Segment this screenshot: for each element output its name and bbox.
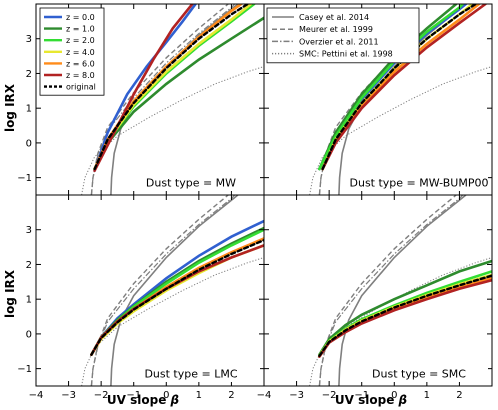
series-line-z-6	[318, 277, 492, 358]
panel-label: Dust type = MW-BUMP00	[350, 177, 489, 190]
legend-entry: Casey et al. 2014	[299, 13, 369, 22]
reference-line-casey	[338, 195, 467, 386]
panel-label-box	[350, 365, 488, 382]
legend-entry: Meurer et al. 1999	[299, 25, 373, 34]
legend-entry: z = 6.0	[66, 59, 95, 68]
series-line-original	[321, 4, 477, 171]
x-tick-label: −3	[61, 390, 76, 401]
y-tick-label: 1	[26, 104, 32, 115]
x-tick-label: −2	[322, 390, 337, 401]
x-tick-label: −4	[29, 390, 44, 401]
x-tick-label: 0	[391, 390, 397, 401]
series-line-z-2	[93, 4, 256, 171]
series-line-z-8	[321, 4, 487, 171]
panel-3: −4 −3 −2 −1 0 1 2 −1 0 1 2 3 Dust type = LMC	[17, 194, 265, 401]
reference-line-meurer	[318, 4, 457, 195]
y-tick-label: −1	[17, 173, 32, 184]
reference-line-meurer	[318, 195, 457, 386]
reference-line-overzier	[318, 195, 464, 386]
x-tick-label: −4	[257, 390, 272, 401]
panel-label: Dust type = SMC	[372, 368, 466, 381]
legend-entry: SMC: Pettini et al. 1998	[299, 50, 393, 59]
series-line-z-4	[90, 244, 264, 356]
legend-entry: z = 4.0	[66, 48, 95, 57]
x-axis-label-left-text: UV slope	[107, 393, 166, 407]
y-tick-label: 2	[26, 260, 32, 271]
legend-references-frame	[266, 7, 420, 64]
series-line-original	[93, 4, 249, 171]
panel-frame	[263, 194, 493, 387]
plot-area-3	[81, 195, 264, 386]
reference-line-meurer	[90, 4, 229, 195]
series-line-z-0	[93, 4, 197, 172]
legend-entry: z = 0.0	[66, 13, 95, 22]
legend-entry: z = 1.0	[66, 25, 95, 34]
x-axis-label-right: UV slope β	[335, 393, 407, 407]
x-axis-label-right-text: UV slope	[335, 393, 394, 407]
y-tick-label: 0	[26, 329, 32, 340]
panel-label-box	[350, 174, 488, 191]
legend-entry: z = 8.0	[66, 71, 95, 80]
legend-references: Casey et al. 2014 Meurer et al. 1999 Overz…	[266, 7, 420, 64]
series-line-z-1	[318, 259, 492, 356]
plot-area-1	[81, 4, 264, 195]
series-line-z-0	[318, 275, 492, 358]
reference-line-casey	[110, 195, 239, 386]
y-axis-label-bottom: log IRX	[3, 269, 17, 318]
legend-entry: z = 2.0	[66, 36, 95, 45]
panel-4: −4 −3 −2 −1 0 1 2 Dust type = SMC	[257, 194, 493, 401]
plot-area-4	[309, 195, 492, 386]
x-tick-label: 2	[456, 390, 462, 401]
legend-entry: Overzier et al. 2011	[299, 37, 379, 46]
y-axis-label-top: log IRX	[3, 83, 17, 132]
y-tick-label: −1	[17, 364, 32, 375]
series-line-z-8	[318, 278, 492, 358]
x-tick-label: −3	[289, 390, 304, 401]
y-tick-label: 3	[26, 225, 32, 236]
x-axis-label-right-symbol: β	[398, 393, 408, 407]
x-axis-label-left: UV slope β	[107, 393, 179, 407]
x-tick-label: −2	[94, 390, 109, 401]
x-tick-label: 0	[163, 390, 169, 401]
series-line-z-1	[93, 16, 264, 171]
panel-label: Dust type = MW	[146, 177, 236, 190]
legend-redshift: z = 0.0 z = 1.0 z = 2.0 z = 4.0 z = 6.0 z = 8…	[39, 7, 105, 96]
x-tick-label: 1	[424, 390, 430, 401]
x-tick-label: −1	[126, 390, 141, 401]
y-tick-label: 2	[26, 69, 32, 80]
y-tick-label: 3	[26, 34, 32, 45]
legend-entry: original	[66, 83, 96, 92]
reference-line-meurer	[90, 195, 229, 386]
series-line-z-8	[90, 244, 264, 356]
x-tick-label: 1	[196, 390, 202, 401]
panel-label-box	[122, 365, 260, 382]
panels: −1 0 1 2 3 Dust type = MW Dust type = MW-BUMP0…	[17, 3, 493, 401]
x-tick-label: 2	[228, 390, 234, 401]
y-tick-label: 0	[26, 138, 32, 149]
y-tick-label: 1	[26, 295, 32, 306]
panel-label-box	[122, 174, 260, 191]
series-line-original	[90, 238, 264, 356]
series-line-original	[318, 274, 492, 357]
panel-label: Dust type = LMC	[144, 368, 237, 381]
x-tick-label: −1	[354, 390, 369, 401]
series-line-z-8	[93, 4, 194, 172]
x-axis-label-left-symbol: β	[170, 393, 180, 407]
reference-line-overzier	[90, 195, 236, 386]
